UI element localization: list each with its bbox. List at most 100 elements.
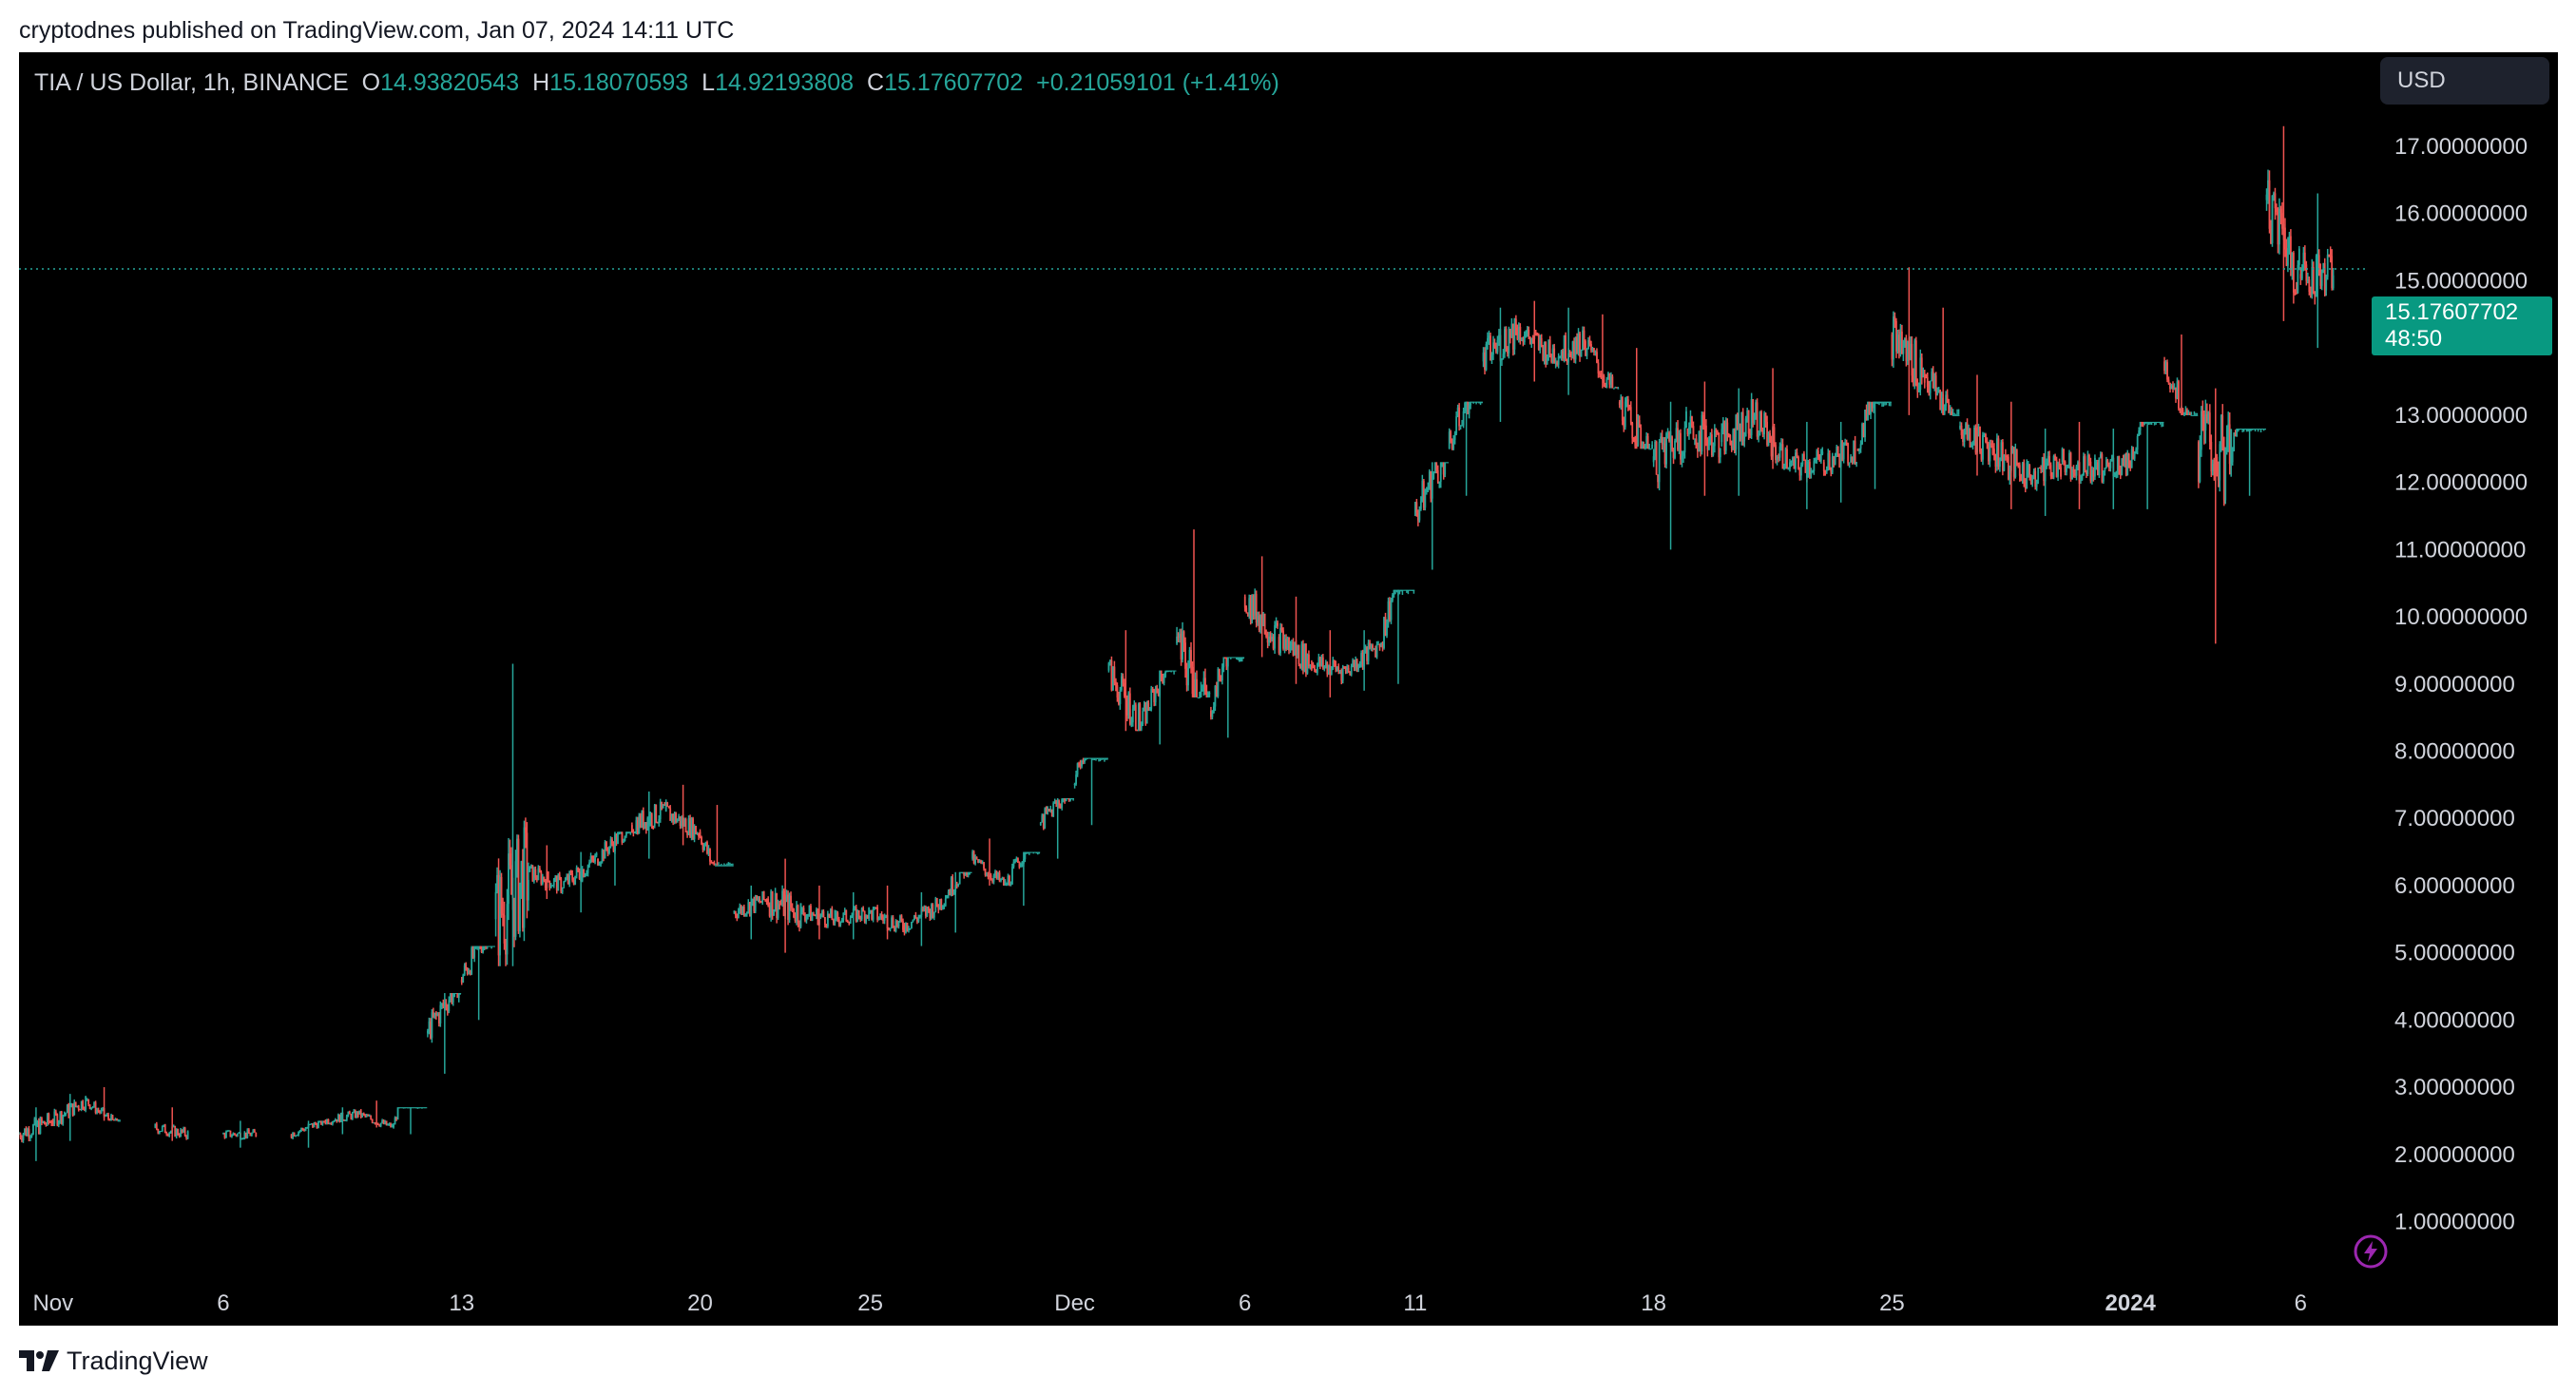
candle-body (2172, 385, 2174, 390)
candle-body (1769, 432, 1771, 442)
candle-body (693, 826, 696, 839)
candle-body (837, 919, 840, 925)
candle-body (1665, 433, 1667, 465)
candle-body (2322, 262, 2325, 273)
symbol-title[interactable]: TIA / US Dollar, 1h, BINANCE (34, 69, 349, 96)
candle-body (1618, 401, 1621, 406)
candle-body (33, 1118, 36, 1125)
candle-body (2014, 449, 2017, 477)
candle-body (1707, 440, 1710, 450)
candle-body (255, 1132, 258, 1137)
candle-body (2200, 411, 2202, 450)
candle-body (863, 911, 866, 922)
candle-body (902, 921, 904, 930)
candle-body (2288, 236, 2291, 248)
candle-body (1746, 410, 1749, 419)
candle-body (911, 921, 913, 928)
candle-body (1299, 664, 1301, 668)
candle-body (1223, 657, 1226, 659)
candle-body (566, 876, 568, 880)
lightning-bolt-icon[interactable] (2353, 1233, 2389, 1270)
candle-body (941, 906, 944, 908)
candle-body (2309, 292, 2312, 296)
candle-body (2071, 468, 2073, 479)
candle-body (1292, 641, 1295, 656)
candle-body (721, 865, 724, 867)
candle-body (1603, 375, 1605, 383)
candle-body (318, 1120, 321, 1122)
candle-body (1472, 401, 1474, 403)
chart-panel[interactable]: 18.0000000017.0000000016.0000000015.0000… (19, 52, 2558, 1326)
candle-body (1375, 644, 1378, 658)
candle-body (1033, 851, 1036, 853)
candle-body (836, 912, 839, 920)
candle-body (1934, 375, 1937, 395)
candle-body (1645, 436, 1648, 449)
price-chart[interactable]: 18.0000000017.0000000016.0000000015.0000… (19, 52, 2558, 1326)
candle-body (1505, 329, 1508, 348)
candle-body (987, 874, 990, 877)
candle-body (160, 1131, 163, 1133)
candle-body (1238, 657, 1240, 659)
candle-body (1965, 423, 1967, 431)
candle-body (1438, 482, 1441, 484)
candle-body (1102, 757, 1105, 759)
candle-body (1691, 416, 1693, 427)
close-value: 15.17607702 (884, 69, 1024, 96)
candle-body (25, 1128, 28, 1137)
candle-body (952, 891, 955, 894)
candle-body (1243, 596, 1246, 608)
candle-body (1415, 502, 1418, 513)
candle-body (1188, 650, 1191, 668)
candle-body (1052, 803, 1055, 817)
candle-body (2166, 362, 2168, 380)
candle-body (1651, 444, 1654, 449)
candle-body (2267, 180, 2269, 195)
candle-body (2110, 457, 2113, 461)
candle-body (1347, 667, 1350, 673)
candle-body (1977, 426, 1980, 434)
candle-body (391, 1124, 394, 1128)
candle-body (1221, 667, 1223, 680)
candle-body (2164, 362, 2167, 372)
currency-button[interactable]: USD (2380, 57, 2549, 105)
candle-body (1946, 394, 1949, 403)
candle-body (1318, 657, 1321, 666)
candle-body (1608, 373, 1611, 385)
candle-body (2315, 256, 2317, 297)
candle-body (2199, 449, 2201, 482)
candle-body (1492, 342, 1494, 355)
candle-body (29, 1136, 31, 1138)
candle-body (699, 831, 702, 837)
candle-body (914, 915, 917, 919)
candle-body (1268, 636, 1271, 643)
candle-body (158, 1131, 161, 1134)
candle-body (1756, 402, 1759, 437)
candle-body (1698, 431, 1701, 452)
candle-body (1355, 659, 1357, 668)
candle-body (1451, 441, 1453, 449)
candle-body (2119, 469, 2122, 475)
candle-body (1517, 327, 1520, 339)
candle-body (1266, 637, 1269, 643)
candle-body (2303, 252, 2306, 265)
candle-body (584, 873, 586, 877)
candle-body (2305, 264, 2308, 281)
candle-body (1079, 763, 1082, 767)
candle-body (232, 1133, 235, 1137)
candle-body (957, 884, 960, 886)
candle-body (549, 886, 552, 889)
candle-body (641, 811, 644, 828)
candle-body (2015, 449, 2018, 464)
tradingview-logo[interactable]: TradingView (19, 1347, 208, 1375)
candle-body (1900, 331, 1903, 354)
candle-body (856, 909, 859, 922)
candle-body (1479, 401, 1482, 403)
candle-body (1980, 451, 1983, 460)
candle-body (522, 861, 524, 928)
candle-body (980, 860, 982, 863)
candle-body (1697, 448, 1699, 452)
candle-body (244, 1132, 247, 1137)
candle-body (1677, 428, 1679, 450)
candle-body (1824, 471, 1827, 473)
